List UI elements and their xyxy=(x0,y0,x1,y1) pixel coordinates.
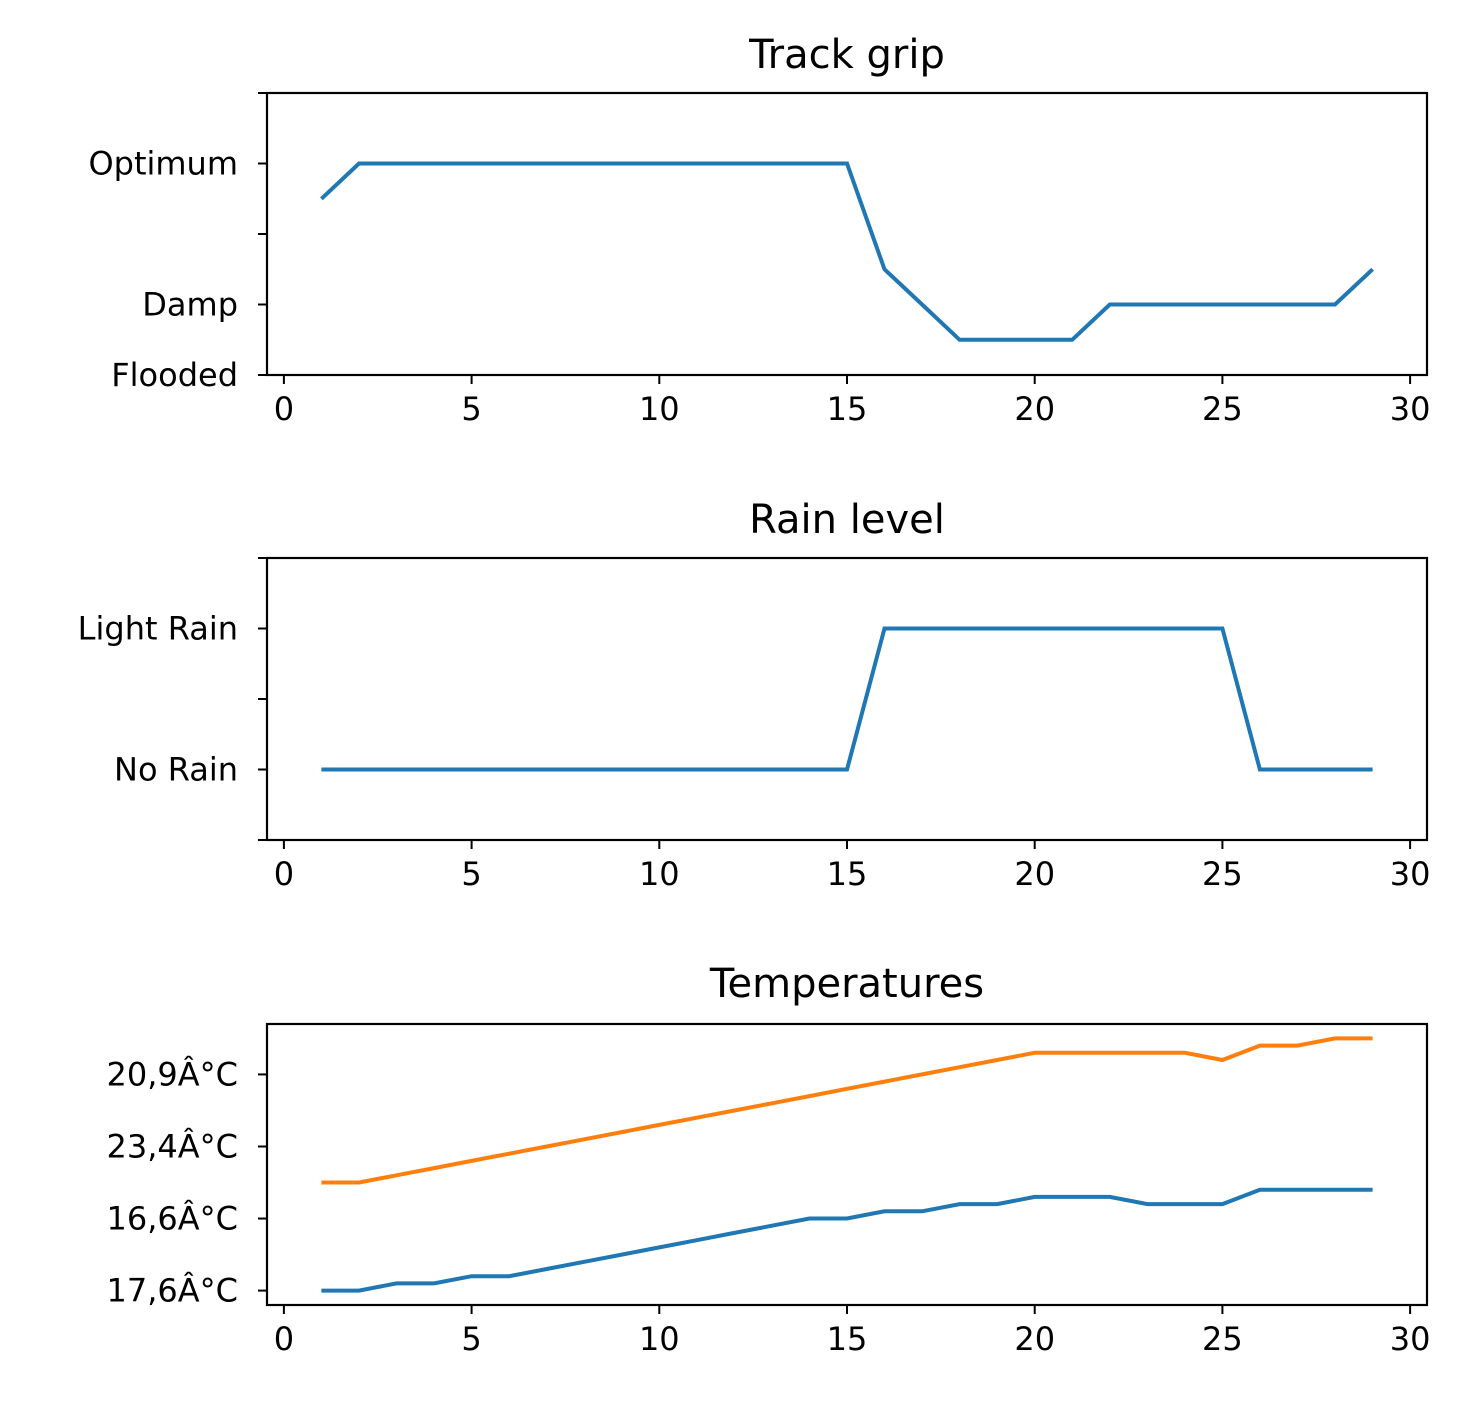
chart-panel-1: Track grip 0 5 10 15 20 25 30 Flooded Damp Optimum xyxy=(88,32,1430,428)
series-line-2 xyxy=(321,1036,1373,1185)
x-tick-label: 10 xyxy=(639,855,680,893)
y-tick-label: No Rain xyxy=(114,751,238,789)
x-tick-label: 30 xyxy=(1390,855,1431,893)
plot-frame xyxy=(265,91,1429,377)
x-tick-label: 0 xyxy=(274,1320,294,1358)
chart-title: Track grip xyxy=(748,32,945,78)
y-tick-label: Damp xyxy=(142,286,238,324)
series-line-1 xyxy=(321,626,1373,772)
x-tick-label: 5 xyxy=(461,390,481,428)
x-tick-label: 0 xyxy=(274,390,294,428)
x-tick-label: 10 xyxy=(639,1320,680,1358)
y-tick-label: 20,9Â°C xyxy=(107,1055,238,1093)
x-tick-label: 15 xyxy=(827,390,868,428)
series-line-1 xyxy=(320,161,1374,342)
x-tick-label: 15 xyxy=(827,855,868,893)
y-tick-label: 16,6Â°C xyxy=(107,1200,238,1238)
x-tick-label: 20 xyxy=(1014,855,1055,893)
plot-frame xyxy=(265,556,1429,842)
y-tick-label: Light Rain xyxy=(78,610,238,648)
x-tick-label: 5 xyxy=(461,855,481,893)
chart-panel-2: Rain level 0 5 10 15 20 25 30 No Rain Light Rain xyxy=(78,497,1431,893)
y-tick-label: Optimum xyxy=(88,145,238,183)
y-tick-label: 23,4Â°C xyxy=(107,1127,238,1165)
x-tick-label: 15 xyxy=(827,1320,868,1358)
x-tick-label: 0 xyxy=(274,855,294,893)
x-tick-label: 30 xyxy=(1390,1320,1431,1358)
y-tick-label: 17,6Â°C xyxy=(107,1272,238,1310)
series-line-1 xyxy=(321,1187,1373,1293)
x-tick-label: 30 xyxy=(1390,390,1431,428)
x-tick-label: 20 xyxy=(1014,390,1055,428)
chart-title: Temperatures xyxy=(709,961,984,1007)
chart-panel-3: Temperatures 0 5 10 15 20 25 30 17,6Â°C 16,6Â°C 23… xyxy=(107,961,1431,1358)
x-tick-label: 20 xyxy=(1014,1320,1055,1358)
y-tick-label: Flooded xyxy=(111,356,238,394)
x-tick-label: 25 xyxy=(1202,390,1243,428)
x-tick-label: 10 xyxy=(639,390,680,428)
x-tick-label: 5 xyxy=(461,1320,481,1358)
x-tick-label: 25 xyxy=(1202,855,1243,893)
plot-frame xyxy=(265,1022,1429,1307)
chart-title: Rain level xyxy=(749,497,945,543)
x-tick-label: 25 xyxy=(1202,1320,1243,1358)
